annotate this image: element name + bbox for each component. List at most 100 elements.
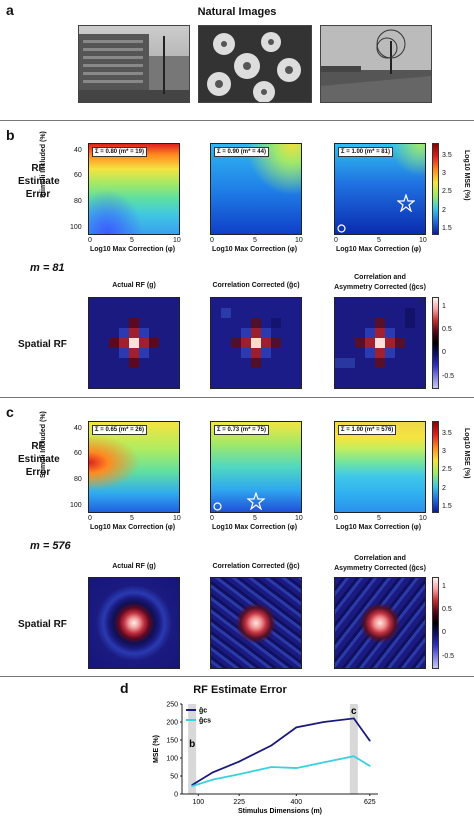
series-point-1 — [322, 761, 325, 764]
xtick-b: 0 — [334, 237, 338, 244]
x-tick-label: 400 — [290, 799, 302, 806]
heatmap-xlabel-b2: Log10 Max Correction (φ) — [212, 246, 298, 253]
m-label-c: m = 576 — [30, 540, 71, 552]
rf-asym-c — [334, 577, 426, 669]
row-label-line1: RF — [31, 163, 45, 174]
mse-colorbar-c — [432, 421, 439, 513]
highlight-band-c — [349, 704, 358, 794]
xtick-b: 0 — [88, 237, 92, 244]
x-tick-label: 225 — [233, 799, 245, 806]
m-label-b: m = 81 — [30, 262, 65, 274]
colorbar-label-c: Log10 MSE (%) — [463, 428, 470, 479]
colorbar-tick: 1.5 — [442, 225, 452, 232]
highlight-band-b — [188, 704, 197, 794]
rf-colorbar-tick: 0.5 — [442, 606, 452, 613]
ytick-c: 80 — [74, 476, 82, 483]
star-marker-icon — [247, 492, 265, 510]
rf-colorbar-tick: 1 — [442, 583, 446, 590]
rf-colorbar-tick: -0.5 — [442, 653, 455, 660]
row-label-rf-error: RF Estimate Error — [18, 162, 60, 201]
series-line-1 — [191, 755, 371, 787]
mse-line-chart: b c 0 50 100 150 200 250 100 225 400 625 Stimulus Di… — [153, 702, 378, 815]
xtick-b: 5 — [253, 237, 257, 244]
spatial-rf-label-c: Spatial RF — [18, 619, 67, 630]
tree-landscape-photo — [320, 25, 432, 103]
y-tick-label: 50 — [170, 774, 178, 781]
xtick-b: 5 — [130, 237, 134, 244]
series-point-1 — [295, 767, 298, 769]
series-line-0 — [191, 717, 371, 786]
ytick-c: 40 — [74, 425, 82, 432]
row-label-line2: Estimate — [18, 176, 60, 187]
x-axis-label: Stimulus Dimensions (m) — [238, 808, 322, 815]
series-point-0 — [270, 744, 273, 747]
spatial-rf-label-b: Spatial RF — [18, 339, 67, 350]
rf-asym-b — [334, 297, 426, 389]
colorbar-tick: 3.5 — [442, 430, 452, 437]
rf-title-corr-c: Correlation Corrected (ĝc) — [212, 563, 300, 570]
y-tick-label: 100 — [166, 756, 178, 763]
xtick-b: 0 — [210, 237, 214, 244]
xtick-b: 5 — [377, 237, 381, 244]
rf-colorbar-tick: 0.5 — [442, 326, 452, 333]
series-point-0 — [238, 760, 240, 763]
ytick-b: 40 — [74, 147, 82, 154]
legend-label-1: ĝcs — [199, 718, 211, 725]
star-marker-icon — [397, 194, 415, 212]
xtick-b: 10 — [419, 237, 427, 244]
ytick-c: 100 — [70, 502, 82, 509]
rf-colorbar-tick: 1 — [442, 303, 446, 310]
ytick-c: 60 — [74, 450, 82, 457]
rf-title-actual-b: Actual RF (g) — [112, 282, 156, 289]
xtick-c: 10 — [173, 515, 181, 522]
y-tick-label: 150 — [166, 738, 178, 745]
heatmap-c3-label: Σ = 1.00 (m* = 576) — [338, 425, 397, 435]
series-point-0 — [295, 726, 298, 729]
rf-title-asym-line2-b: Asymmetry Corrected (ĝcs) — [334, 284, 426, 291]
heatmap-xlabel-b1: Log10 Max Correction (φ) — [90, 246, 176, 253]
rf-colorbar-c — [432, 577, 439, 669]
rf-actual-c — [88, 577, 180, 669]
series-point-1 — [191, 785, 193, 787]
rf-title-asym-line2-c: Asymmetry Corrected (ĝcs) — [334, 565, 426, 572]
row-label-line1: RF — [31, 441, 45, 452]
building-photo — [78, 25, 190, 103]
y-axis-label: MSE (%) — [153, 735, 160, 763]
xtick-c: 5 — [253, 515, 257, 522]
rf-title-asym-line1-c: Correlation and — [354, 555, 406, 562]
rf-colorbar-tick: 0 — [442, 349, 446, 356]
heatmap-b2-label: Σ = 0.90 (m* = 44) — [214, 147, 269, 157]
xtick-c: 0 — [334, 515, 338, 522]
rf-colorbar-b — [432, 297, 439, 389]
highlight-label-c: c — [351, 706, 357, 717]
panel-letter-d: d — [120, 680, 129, 696]
heatmap-b1: Σ = 0.80 (m* = 19) — [88, 143, 180, 235]
row-label-line2: Estimate — [18, 454, 60, 465]
xtick-c: 5 — [130, 515, 134, 522]
xtick-c: 10 — [295, 515, 303, 522]
colorbar-tick: 2 — [442, 207, 446, 214]
series-point-1 — [353, 755, 355, 757]
heatmap-c1-label: Σ = 0.65 (m* = 26) — [92, 425, 147, 435]
flowers-photo — [198, 25, 312, 103]
mse-colorbar-b — [432, 143, 439, 235]
rf-title-asym-line1-b: Correlation and — [354, 274, 406, 281]
row-label-line3: Error — [25, 467, 51, 478]
colorbar-tick: 1.5 — [442, 503, 452, 510]
xtick-c: 5 — [377, 515, 381, 522]
x-tick-label: 100 — [192, 799, 204, 806]
x-tick-label: 625 — [364, 799, 376, 806]
heatmap-ylabel-b: Stimuli Included (%) — [40, 131, 47, 198]
rf-colorbar-tick: -0.5 — [442, 373, 455, 380]
panel-a-title: Natural Images — [197, 6, 277, 18]
row-label-rf-error-c: RF Estimate Error — [18, 440, 60, 479]
series-point-0 — [369, 739, 371, 742]
heatmap-c1: Σ = 0.65 (m* = 26) — [88, 421, 180, 513]
ytick-b: 80 — [74, 198, 82, 205]
series-point-0 — [211, 771, 214, 774]
heatmap-c3: Σ = 1.00 (m* = 576) — [334, 421, 426, 513]
circle-marker-icon — [213, 502, 222, 511]
heatmap-b3-label: Σ = 1.00 (m* = 81) — [338, 147, 393, 157]
panel-letter-b: b — [6, 127, 15, 143]
xtick-b: 10 — [295, 237, 303, 244]
